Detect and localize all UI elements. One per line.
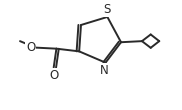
Text: S: S (104, 3, 111, 16)
Text: O: O (26, 41, 35, 54)
Text: N: N (100, 64, 109, 77)
Text: O: O (49, 69, 58, 82)
